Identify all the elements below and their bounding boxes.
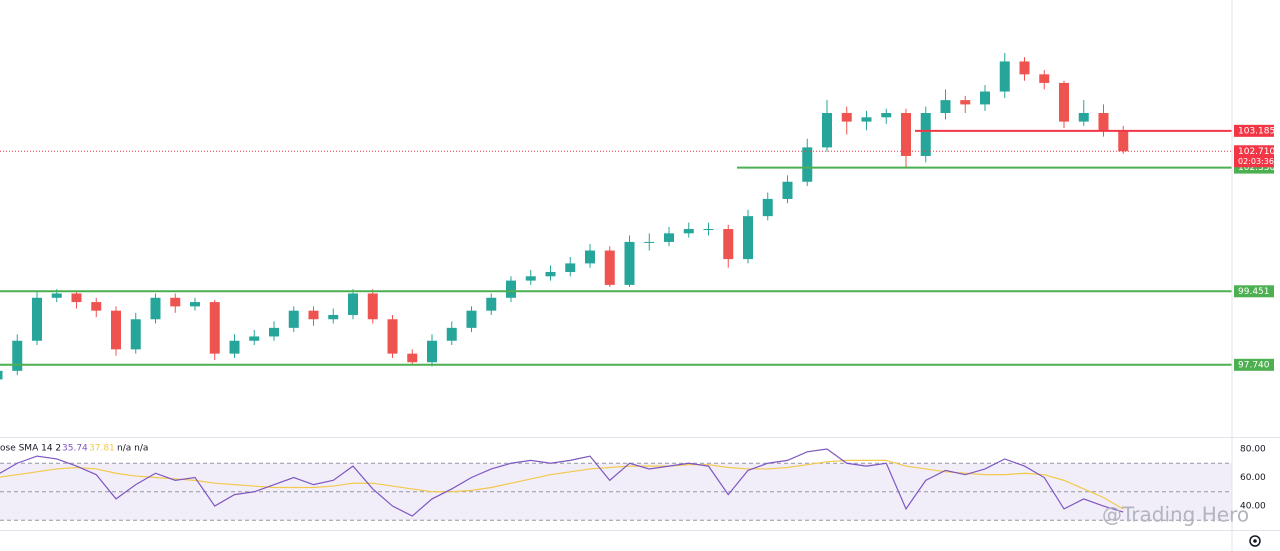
rsi-tick-label: 60.00 xyxy=(1240,473,1266,483)
rsi-tick-label: 40.00 xyxy=(1240,502,1266,512)
candle-body xyxy=(91,302,102,311)
candle-body xyxy=(683,229,694,234)
candle-body xyxy=(861,117,872,122)
candle-body xyxy=(1059,82,1069,122)
candle-body xyxy=(486,297,497,311)
candle-body xyxy=(190,302,200,307)
candle-body xyxy=(881,113,892,118)
candle-body xyxy=(229,340,240,354)
last-price-box xyxy=(1234,145,1274,168)
candle-body xyxy=(980,91,990,105)
candle-body xyxy=(920,113,931,156)
settings-icon[interactable] xyxy=(1249,535,1261,547)
candle-body xyxy=(427,340,437,363)
candle-body xyxy=(0,370,3,380)
rsi-legend: ose SMA 14 2 xyxy=(0,444,61,454)
candle-body xyxy=(170,297,181,307)
candle-body xyxy=(723,229,734,260)
candle-body xyxy=(604,250,615,285)
candle-body xyxy=(288,310,299,328)
candle-body xyxy=(525,276,536,281)
rsi-legend-value: 37.81 xyxy=(89,444,115,454)
rsi-line xyxy=(0,448,1124,517)
candle-body xyxy=(387,319,398,354)
candle-body xyxy=(446,327,457,341)
candle-body xyxy=(644,241,655,243)
candle-body xyxy=(348,293,358,315)
candle-body xyxy=(367,293,378,320)
candle-body xyxy=(269,327,279,337)
candle-body xyxy=(664,233,674,242)
countdown: 02:03:36 xyxy=(1238,157,1274,166)
candle-body xyxy=(822,113,832,148)
watermark: @Trading Hero xyxy=(1102,503,1249,527)
candle-body xyxy=(466,310,477,328)
rsi-tick-label: 80.00 xyxy=(1240,444,1266,454)
candle-body xyxy=(407,353,418,363)
level-label: 99.451 xyxy=(1238,287,1270,297)
candle-body xyxy=(1039,74,1050,83)
rsi-legend-value: 35.74 xyxy=(62,444,88,454)
candle-body xyxy=(585,250,595,264)
candle-body xyxy=(308,310,319,320)
candle-body xyxy=(111,310,121,350)
candle-body xyxy=(71,293,82,303)
candle-body xyxy=(999,61,1010,92)
candle-body xyxy=(545,271,556,277)
candle-body xyxy=(802,147,813,182)
candle-body xyxy=(150,297,161,320)
level-label-box xyxy=(1234,358,1274,371)
candle-body xyxy=(703,229,714,231)
candle-body xyxy=(506,280,516,298)
last-price-label: 102.710 xyxy=(1238,147,1275,157)
candle-body xyxy=(209,302,220,354)
candle-body xyxy=(12,340,23,371)
rsi-line xyxy=(0,459,1124,510)
rsi-legend-na: n/a n/a xyxy=(117,444,148,454)
candle-body xyxy=(624,241,635,285)
candle-body xyxy=(743,216,753,260)
candle-body xyxy=(960,100,971,105)
candle-body xyxy=(762,198,773,217)
candle-body xyxy=(1118,130,1129,152)
candle-body xyxy=(130,319,141,350)
candle-body xyxy=(51,293,62,298)
candle-body xyxy=(901,113,911,156)
candle-body xyxy=(565,263,576,272)
candle-body xyxy=(1019,61,1030,75)
candle-body xyxy=(782,181,793,199)
candle-body xyxy=(1098,113,1109,131)
candle-body xyxy=(841,113,852,122)
candle-body xyxy=(32,297,42,341)
candle-body xyxy=(940,100,951,114)
level-label: 102.330 xyxy=(1238,163,1275,173)
candle-body xyxy=(249,336,260,341)
level-label-box xyxy=(1234,124,1274,137)
level-label: 103.185 xyxy=(1238,126,1275,136)
level-label: 97.740 xyxy=(1238,360,1270,370)
candle-body xyxy=(1078,113,1089,122)
candle-body xyxy=(328,314,339,320)
level-label-box xyxy=(1234,285,1274,298)
